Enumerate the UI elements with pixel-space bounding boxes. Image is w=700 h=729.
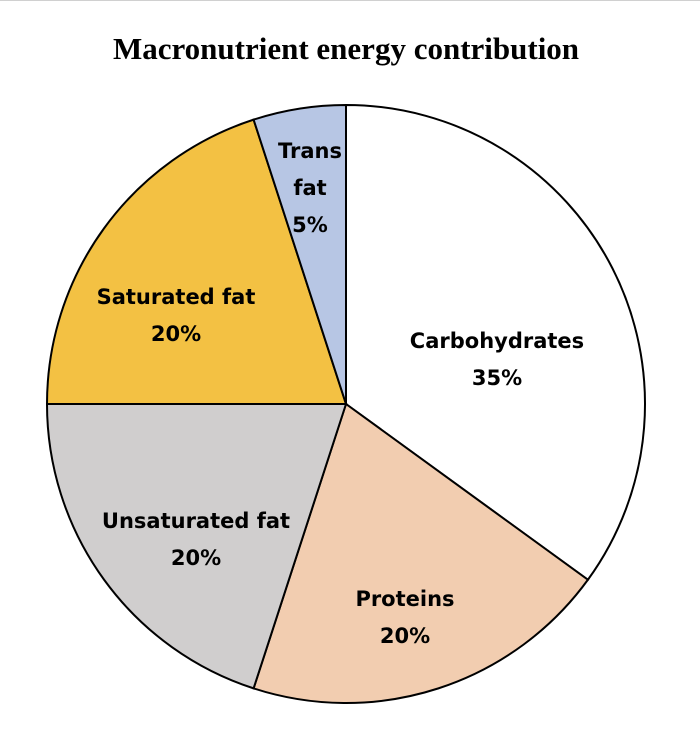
data-label-line: fat <box>293 176 326 200</box>
data-label-line: Unsaturated fat <box>102 509 290 533</box>
data-label-line: Proteins <box>355 587 454 611</box>
slice-unsaturated-fat <box>45 403 348 690</box>
data-label-line: 35% <box>472 366 522 390</box>
slice-saturated-fat <box>45 118 348 405</box>
slices <box>45 103 646 704</box>
data-label-proteins: Proteins 20% <box>355 587 454 648</box>
data-label-line: 5% <box>292 213 328 237</box>
data-label-line: 20% <box>151 322 201 346</box>
data-label-line: Trans <box>278 139 342 163</box>
data-label-line: Saturated fat <box>97 285 256 309</box>
data-label-line: Carbohydrates <box>410 329 584 353</box>
data-label-line: 20% <box>380 624 430 648</box>
chart-title: Macronutrient energy contribution <box>113 31 579 66</box>
data-label-carbohydrates: Carbohydrates 35% <box>410 329 584 390</box>
slice-proteins <box>252 402 590 704</box>
slice-trans-fat <box>252 103 347 405</box>
data-label-line: 20% <box>171 546 221 570</box>
labels: Carbohydrates 35%Proteins 20%Unsaturated f… <box>97 139 585 648</box>
slice-carbohydrates <box>345 103 646 582</box>
data-label-saturated-fat: Saturated fat 20% <box>97 285 256 346</box>
data-label-trans-fat: Trans fat 5% <box>278 139 342 237</box>
data-label-unsaturated-fat: Unsaturated fat 20% <box>102 509 290 570</box>
